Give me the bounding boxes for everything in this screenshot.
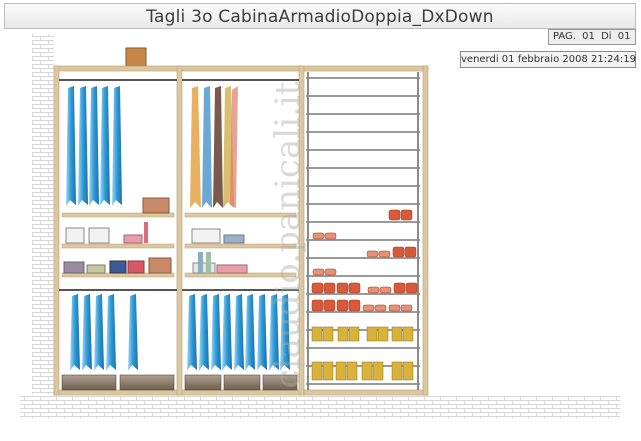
page-total: 01 <box>617 31 631 42</box>
brick-floor <box>20 396 620 418</box>
shoe-rack-bars <box>306 77 420 385</box>
shelf-items <box>63 197 248 274</box>
page-current: 01 <box>582 31 595 42</box>
shoes-yellow <box>311 326 414 381</box>
shoe-rack-uprights <box>307 72 419 390</box>
garments-upper-middle <box>190 86 238 208</box>
top-box <box>125 47 147 67</box>
document-title: Tagli 3o CabinaArmadioDoppia_DxDown <box>146 7 494 27</box>
shelves <box>61 212 297 278</box>
page-indicator: PAG. 01 Di 01 <box>548 29 636 45</box>
brick-wall-left <box>32 34 54 394</box>
shirts-lower-middle <box>187 294 290 371</box>
title-bar: Tagli 3o CabinaArmadioDoppia_DxDown <box>4 3 636 29</box>
timestamp-box: venerdi 01 febbraio 2008 21:24:19 <box>460 51 636 68</box>
hanging-rods <box>59 79 299 291</box>
page-of-label: Di <box>601 31 612 42</box>
storage-boxes <box>61 374 298 391</box>
page-label: PAG. <box>553 31 576 42</box>
shirts-upper-left <box>66 86 122 206</box>
shoes-red <box>311 209 418 312</box>
shirts-lower-left <box>70 294 138 371</box>
